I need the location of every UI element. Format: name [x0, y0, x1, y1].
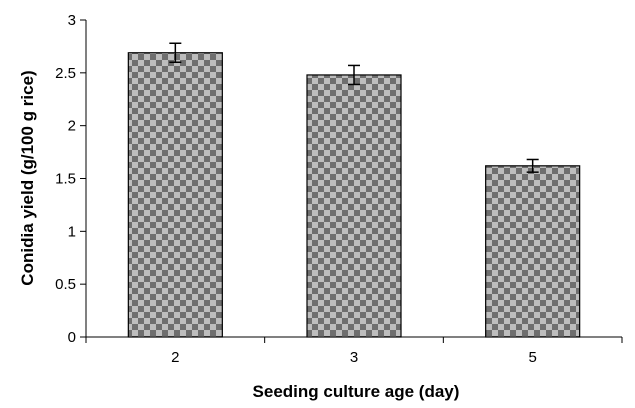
- y-tick-label: 2: [68, 118, 76, 135]
- bar-2: [127, 52, 223, 338]
- error-bar-3: [348, 64, 360, 86]
- error-bar-2: [169, 42, 182, 64]
- bars-layer: [127, 42, 581, 338]
- y-ticks: 0 0.5 1 1.5 2 2.5 3: [55, 12, 86, 346]
- bar-5: [485, 165, 581, 338]
- y-tick-label: 2.5: [55, 65, 76, 82]
- x-axis-title: Seeding culture age (day): [253, 382, 460, 401]
- x-tick-label: 3: [350, 349, 358, 366]
- x-tick-label: 2: [171, 349, 179, 366]
- error-bar-5: [526, 158, 539, 173]
- bar-3: [306, 74, 402, 338]
- y-tick-label: 1: [68, 223, 76, 240]
- y-tick-label: 0: [68, 329, 76, 346]
- y-axis-title: Conidia yield (g/100 g rice): [18, 70, 37, 285]
- y-tick-label: 3: [68, 12, 76, 29]
- y-tick-label: 0.5: [55, 276, 76, 293]
- y-tick-label: 1.5: [55, 171, 76, 188]
- x-ticks: 2 3 5: [85, 337, 623, 366]
- x-tick-label: 5: [528, 349, 536, 366]
